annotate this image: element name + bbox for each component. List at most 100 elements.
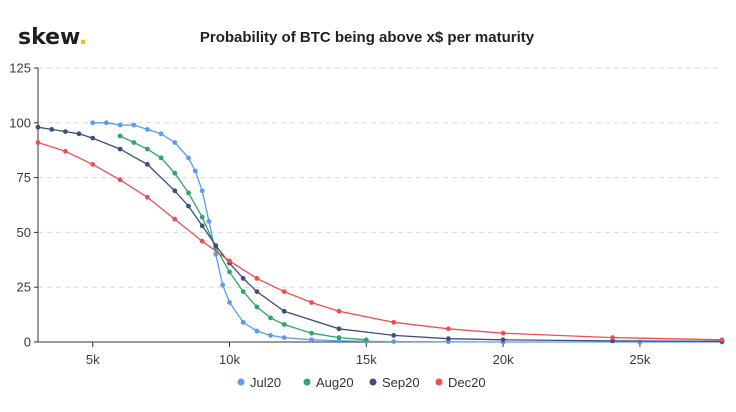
data-point: [158, 155, 164, 161]
data-point: [172, 170, 178, 176]
data-point: [281, 322, 287, 327]
data-point: [158, 131, 164, 137]
brand-logo: skew.: [18, 25, 87, 50]
data-point: [145, 146, 150, 152]
data-point: [268, 333, 273, 338]
data-point: [336, 326, 342, 332]
x-tick-label: 10k: [219, 352, 240, 367]
data-point: [227, 300, 232, 305]
data-point: [610, 335, 615, 340]
legend-marker: [435, 378, 443, 386]
x-tick-label: 25k: [629, 352, 650, 367]
data-point: [254, 289, 260, 294]
data-point: [199, 238, 205, 244]
legend-item-dec20[interactable]: Dec20: [435, 375, 486, 390]
data-point: [104, 120, 109, 126]
series-group: [35, 120, 725, 345]
data-point: [117, 146, 123, 152]
data-point: [199, 188, 205, 194]
data-point: [213, 243, 219, 249]
data-point: [35, 124, 41, 130]
axes: 0 25 50 75 100 125 5k 10k 15k 20k 25k: [9, 61, 722, 367]
data-point: [268, 315, 273, 321]
data-point: [186, 155, 191, 161]
data-point: [391, 319, 397, 325]
data-point: [145, 162, 150, 167]
data-point: [186, 190, 191, 196]
data-point: [213, 251, 219, 257]
data-point: [131, 122, 137, 128]
data-point: [172, 140, 178, 145]
data-point: [199, 214, 205, 220]
x-tick-label: 20k: [493, 352, 514, 367]
data-point: [199, 223, 205, 229]
legend-label: Dec20: [448, 375, 486, 390]
data-point: [281, 308, 287, 314]
data-point: [281, 289, 287, 294]
data-point: [254, 328, 260, 334]
y-tick-label: 75: [17, 170, 31, 185]
data-point: [719, 337, 725, 343]
brand-name: skew: [18, 25, 80, 50]
legend-marker: [303, 378, 311, 386]
data-point: [500, 330, 506, 336]
data-point: [131, 140, 137, 145]
data-point: [227, 258, 232, 264]
data-point: [240, 289, 246, 294]
legend-item-jul20[interactable]: Jul20: [237, 375, 282, 390]
legend-marker: [237, 378, 245, 386]
series-line: [37, 141, 723, 341]
data-point: [63, 129, 68, 135]
data-point: [336, 335, 342, 340]
data-point: [186, 203, 191, 209]
data-point: [76, 131, 82, 137]
x-tick-label: 5k: [86, 352, 100, 367]
data-point: [309, 330, 314, 336]
data-point: [637, 339, 643, 345]
series-aug20: [117, 133, 369, 343]
data-point: [117, 177, 123, 183]
data-point: [63, 148, 68, 154]
legend-marker: [369, 378, 377, 386]
y-tick-label: 100: [9, 115, 31, 130]
data-point: [610, 338, 615, 344]
series-line: [119, 135, 367, 341]
legend: Jul20 Aug20 Sep20 Dec20: [237, 375, 486, 390]
data-point: [446, 336, 451, 342]
data-point: [391, 339, 397, 344]
legend-item-sep20[interactable]: Sep20: [369, 375, 420, 390]
y-tick-label: 50: [17, 225, 31, 240]
data-point: [336, 308, 342, 314]
brand-dot: .: [79, 25, 87, 50]
data-point: [309, 337, 314, 343]
legend-label: Jul20: [250, 375, 281, 390]
y-tick-label: 25: [17, 280, 31, 295]
data-point: [227, 269, 232, 275]
y-tick-label: 125: [9, 61, 31, 76]
y-tick-label: 0: [24, 335, 31, 350]
series-sep20: [35, 124, 725, 344]
data-point: [391, 333, 397, 338]
data-point: [363, 337, 369, 343]
data-point: [336, 338, 342, 344]
data-point: [90, 135, 96, 141]
data-point: [172, 188, 178, 194]
series-line: [37, 126, 723, 342]
data-point: [192, 168, 198, 174]
data-point: [145, 194, 150, 200]
chart-title: Probability of BTC being above x$ per ma…: [200, 29, 535, 46]
series-dec20: [35, 140, 725, 343]
data-point: [220, 282, 226, 288]
data-point: [49, 126, 55, 132]
x-tick-label: 15k: [356, 352, 377, 367]
legend-label: Sep20: [382, 375, 420, 390]
data-point: [240, 276, 246, 281]
data-point: [281, 335, 287, 340]
data-point: [254, 304, 260, 310]
data-point: [500, 337, 506, 343]
legend-item-aug20[interactable]: Aug20: [303, 375, 354, 390]
data-point: [117, 133, 123, 139]
data-point: [35, 140, 41, 145]
data-point: [446, 326, 451, 332]
